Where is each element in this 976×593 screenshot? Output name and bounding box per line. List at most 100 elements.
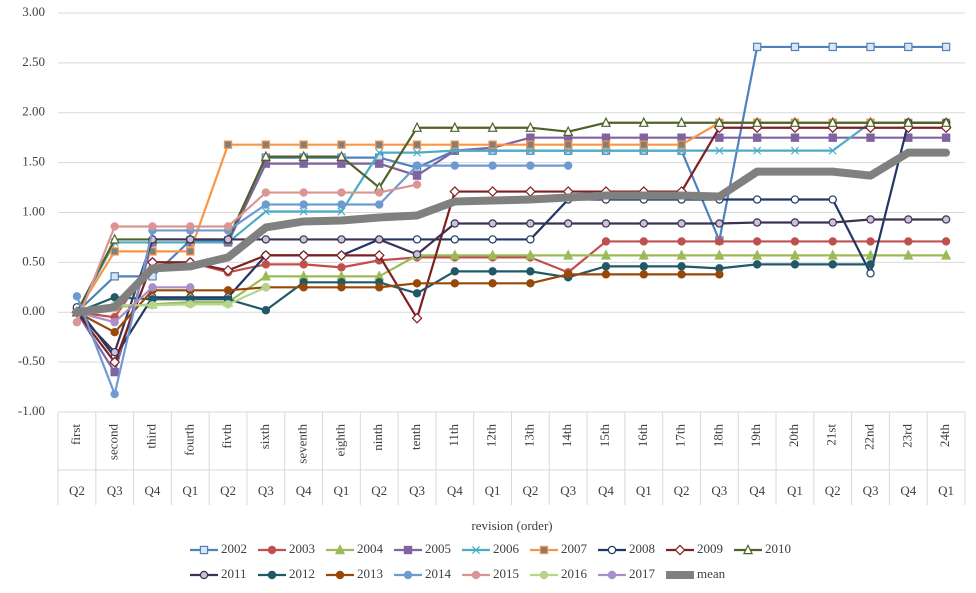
marker (450, 140, 460, 149)
y-tick-label: -0.50 (18, 353, 45, 368)
marker (525, 249, 536, 260)
y-tick-label: 2.50 (22, 54, 45, 69)
marker (742, 544, 754, 555)
marker (752, 218, 762, 227)
quarter-label: Q4 (598, 483, 614, 498)
marker (109, 233, 120, 244)
marker (337, 140, 346, 149)
series (71, 122, 952, 368)
marker (450, 235, 460, 244)
quarter-label: Q3 (107, 483, 123, 498)
marker (450, 279, 460, 288)
marker (298, 249, 310, 261)
quarter-label: Q4 (900, 483, 916, 498)
marker (148, 283, 157, 292)
quarter-label: Q2 (825, 483, 841, 498)
marker (789, 116, 801, 127)
marker (110, 247, 119, 256)
marker (752, 116, 763, 127)
marker (526, 219, 535, 228)
marker (412, 148, 422, 157)
marker (539, 570, 549, 580)
marker (412, 171, 422, 180)
marker (186, 247, 195, 256)
marker (261, 306, 271, 315)
x-axis-title: revision (order) (471, 518, 552, 533)
marker (261, 235, 271, 244)
x-tick-label: 14th (559, 424, 574, 448)
marker (526, 140, 535, 149)
marker (828, 195, 837, 204)
marker (601, 270, 611, 279)
x-tick-label: 20th (786, 424, 801, 448)
marker (412, 161, 422, 170)
quarter-label: Q3 (560, 483, 576, 498)
x-tick-label: 22nd (862, 424, 877, 451)
marker (904, 42, 913, 52)
marker (488, 140, 497, 149)
x-tick-label: 17th (673, 424, 688, 448)
series (72, 42, 951, 317)
marker (789, 249, 801, 260)
marker (941, 215, 951, 224)
y-tick-label: 3.00 (22, 4, 45, 19)
y-tick-label: 2.00 (22, 104, 45, 119)
series-line (75, 164, 570, 396)
marker (110, 272, 119, 281)
marker (941, 249, 952, 260)
marker (223, 286, 233, 295)
marker (261, 200, 271, 209)
marker (110, 328, 119, 337)
quarter-label: Q3 (863, 483, 879, 498)
marker (639, 270, 648, 279)
marker (488, 161, 497, 170)
marker (866, 133, 875, 142)
x-tick-label: 24th (937, 424, 952, 448)
x-tick-label: 11th (446, 424, 461, 447)
marker (223, 140, 233, 149)
y-tick-label: 1.00 (22, 203, 45, 218)
marker (865, 116, 876, 127)
marker (600, 249, 612, 260)
series (72, 148, 951, 317)
marker (411, 312, 423, 324)
quarter-label: Q3 (409, 483, 425, 498)
legend-label: 2016 (561, 566, 588, 581)
quarter-label: Q1 (636, 483, 652, 498)
legend-label: 2002 (221, 541, 247, 556)
marker (941, 116, 952, 127)
marker (488, 279, 497, 288)
marker (866, 237, 875, 246)
x-tick-label: second (106, 424, 121, 461)
marker (337, 159, 346, 168)
marker (828, 146, 837, 155)
marker (714, 116, 725, 127)
marker (639, 237, 648, 246)
marker (488, 235, 497, 244)
quarter-label: Q1 (938, 483, 954, 498)
series-line (75, 286, 192, 324)
quarter-label: Q1 (182, 483, 198, 498)
y-tick-label: 0.50 (22, 253, 45, 268)
marker (110, 293, 119, 302)
series (72, 118, 951, 317)
marker (525, 121, 536, 132)
x-tick-label: eighth (332, 424, 347, 457)
marker (223, 222, 233, 231)
x-tick-label: ninth (370, 424, 385, 451)
marker (607, 570, 617, 580)
x-tick-label: 12th (484, 424, 499, 448)
marker (828, 218, 837, 227)
legend-label: 2017 (629, 566, 656, 581)
marker (715, 237, 724, 246)
marker (412, 235, 422, 244)
series-line (75, 218, 948, 354)
marker (186, 283, 195, 292)
marker (223, 235, 233, 244)
marker (941, 237, 951, 246)
marker (866, 260, 875, 269)
marker (752, 195, 762, 204)
marker (601, 219, 611, 228)
legend-label: 2012 (289, 566, 315, 581)
marker (904, 215, 913, 224)
